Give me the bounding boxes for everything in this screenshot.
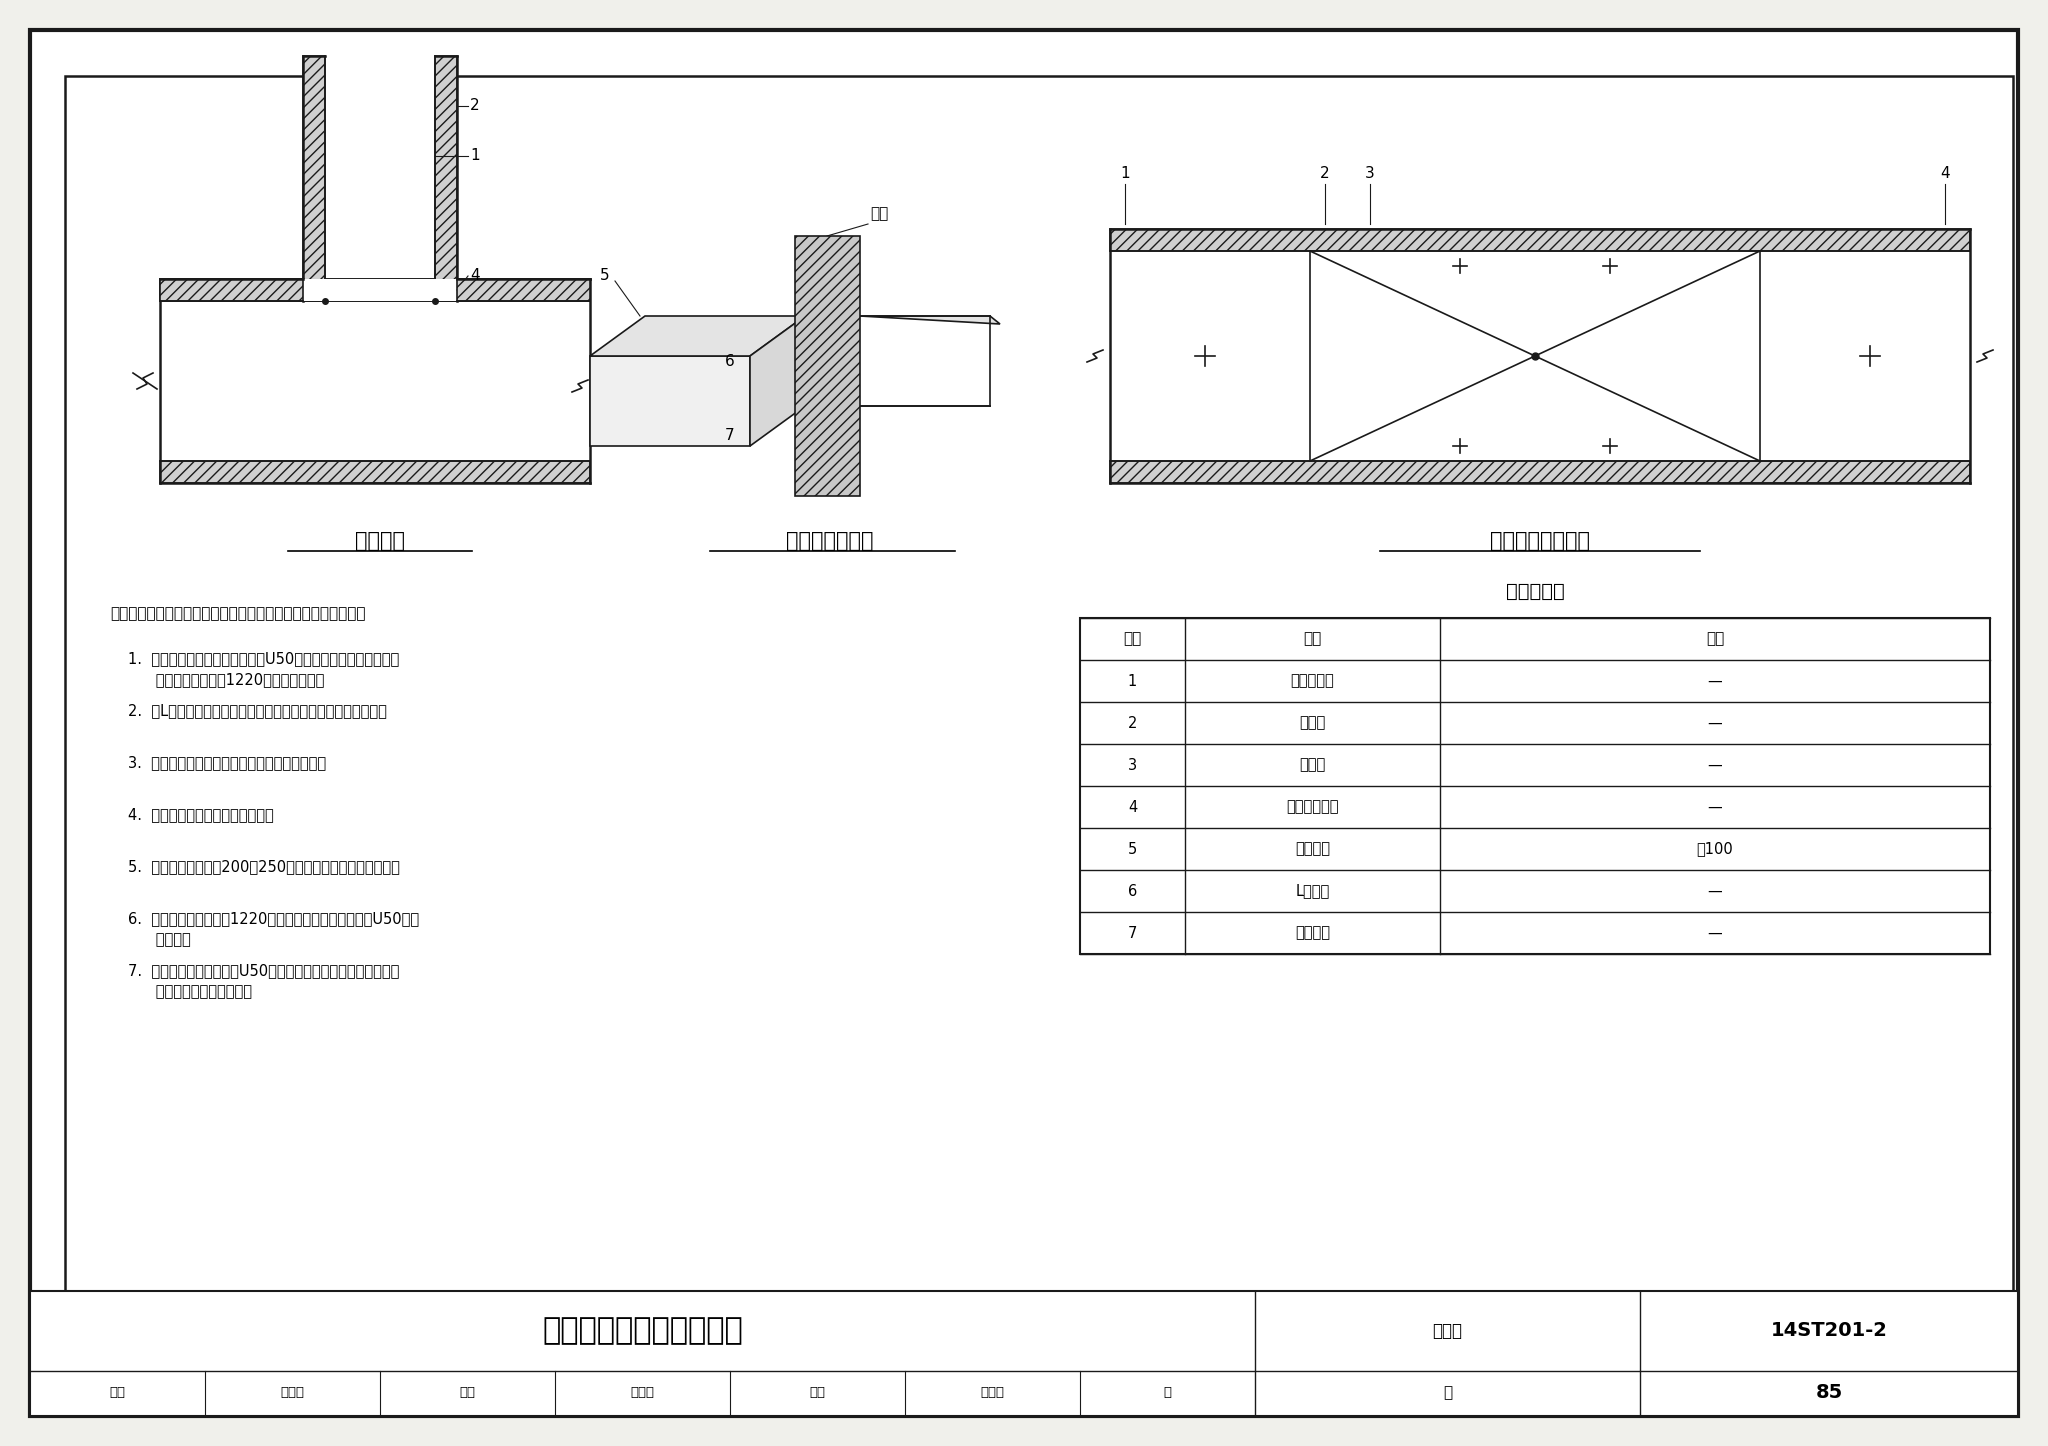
- Text: 6: 6: [725, 353, 735, 369]
- Text: 3: 3: [1128, 758, 1137, 772]
- Text: 1: 1: [1120, 166, 1130, 182]
- Text: 5: 5: [1128, 842, 1137, 856]
- Text: 图集号: 图集号: [1432, 1322, 1462, 1340]
- Text: 赵东明: 赵东明: [631, 1387, 655, 1398]
- Bar: [303, 56, 326, 301]
- Text: 风管穿越隔墙图: 风管穿越隔墙图: [786, 531, 874, 551]
- Text: 14ST201-2: 14ST201-2: [1772, 1322, 1888, 1340]
- Text: 页: 页: [1444, 1385, 1452, 1400]
- Bar: [160, 279, 590, 301]
- Bar: [1079, 617, 1991, 954]
- Bar: [31, 1291, 2017, 1416]
- Text: L型龙骨: L型龙骨: [1296, 884, 1329, 898]
- Text: 设计: 设计: [809, 1387, 825, 1398]
- Text: 7: 7: [725, 428, 735, 444]
- Text: 85: 85: [1815, 1382, 1843, 1403]
- Text: 2: 2: [1321, 166, 1329, 182]
- Text: 1: 1: [1128, 674, 1137, 688]
- Bar: [590, 356, 750, 445]
- Text: 宽100: 宽100: [1696, 842, 1733, 856]
- Bar: [160, 461, 590, 483]
- Bar: [66, 77, 2013, 1291]
- Text: 隔墙: 隔墙: [870, 205, 889, 221]
- Bar: [326, 56, 434, 301]
- Text: 校对: 校对: [459, 1387, 475, 1398]
- Text: 1.  根据铁皮风管截面尺寸，截切U50型龙骨用抽芯铆钉组合到铁
      皮风管外侧，并按1220间距依次安装。: 1. 根据铁皮风管截面尺寸，截切U50型龙骨用抽芯铆钉组合到铁 皮风管外侧，并按…: [127, 651, 399, 687]
- Text: 7: 7: [1128, 925, 1137, 940]
- Text: 5.  用自攻螺钉（间距200～250）固定防火板于轻钢龙骨架。: 5. 用自攻螺钉（间距200～250）固定防火板于轻钢龙骨架。: [127, 859, 399, 873]
- Bar: [1110, 461, 1970, 483]
- Text: 2: 2: [469, 98, 479, 113]
- Text: 4: 4: [1939, 166, 1950, 182]
- Text: 注：纤维增强硅酸盐板（以下简称防火板）包覆的操作方法为：: 注：纤维增强硅酸盐板（以下简称防火板）包覆的操作方法为：: [111, 606, 365, 620]
- Text: —: —: [1708, 758, 1722, 772]
- Text: 6.  当风管长边尺寸大于1220时，应在轻钢龙骨架上增加U50型龙
      骨支撑。: 6. 当风管长边尺寸大于1220时，应在轻钢龙骨架上增加U50型龙 骨支撑。: [127, 911, 420, 947]
- Polygon shape: [750, 317, 805, 445]
- Text: 5: 5: [600, 269, 610, 283]
- Text: 审核: 审核: [109, 1387, 125, 1398]
- Text: 3.  铺保温材料于铁皮风管和轻钢龙骨骨架之间。: 3. 铺保温材料于铁皮风管和轻钢龙骨骨架之间。: [127, 755, 326, 771]
- Text: 编号: 编号: [1124, 632, 1141, 646]
- Text: 3: 3: [1366, 166, 1374, 182]
- Text: 7.  为了避免风管顶部横向U50轻钢龙骨于铁皮风管直接接触形成
      冷桥，采用防火板隔断。: 7. 为了避免风管顶部横向U50轻钢龙骨于铁皮风管直接接触形成 冷桥，采用防火板…: [127, 963, 399, 999]
- Text: 4: 4: [1128, 800, 1137, 814]
- Text: 6: 6: [1128, 884, 1137, 898]
- Text: 名称对照表: 名称对照表: [1505, 581, 1565, 600]
- Text: 防火板条: 防火板条: [1294, 842, 1329, 856]
- Text: 4.  根据轻钢龙骨骨架切割防火板。: 4. 根据轻钢龙骨骨架切割防火板。: [127, 807, 274, 821]
- Polygon shape: [590, 317, 805, 356]
- Text: 风管特殊部位防火板包覆: 风管特殊部位防火板包覆: [543, 1316, 743, 1345]
- Text: 4: 4: [469, 269, 479, 283]
- Text: 三通连接: 三通连接: [354, 531, 406, 551]
- Text: —: —: [1708, 716, 1722, 730]
- Bar: [160, 279, 303, 301]
- Text: 风管与防火阀连接: 风管与防火阀连接: [1491, 531, 1589, 551]
- Text: 镀锌铁皮风管: 镀锌铁皮风管: [1286, 800, 1339, 814]
- Text: 防火岩棉: 防火岩棉: [1294, 925, 1329, 940]
- Text: 防火板: 防火板: [1298, 716, 1325, 730]
- Bar: [160, 301, 590, 461]
- Polygon shape: [860, 317, 999, 324]
- Text: 1: 1: [469, 149, 479, 163]
- Bar: [457, 279, 590, 301]
- Text: —: —: [1708, 674, 1722, 688]
- Text: 规格: 规格: [1706, 632, 1724, 646]
- Bar: [795, 236, 860, 496]
- Text: 2.  用L型轻钢龙骨连接轻钢龙骨四个转角，形成轻钢龙骨骨架。: 2. 用L型轻钢龙骨连接轻钢龙骨四个转角，形成轻钢龙骨骨架。: [127, 703, 387, 719]
- Text: 2: 2: [1128, 716, 1137, 730]
- Bar: [434, 56, 457, 301]
- Text: —: —: [1708, 925, 1722, 940]
- Bar: [1110, 228, 1970, 252]
- Text: 名称: 名称: [1303, 632, 1321, 646]
- Text: 页: 页: [1163, 1387, 1171, 1398]
- Bar: [1110, 252, 1970, 461]
- Text: —: —: [1708, 800, 1722, 814]
- Text: —: —: [1708, 884, 1722, 898]
- Text: 轻钢龙骨圈: 轻钢龙骨圈: [1290, 674, 1335, 688]
- Text: 刘建魁: 刘建魁: [981, 1387, 1004, 1398]
- Text: 防火阀: 防火阀: [1298, 758, 1325, 772]
- Text: 赵国栋: 赵国栋: [281, 1387, 305, 1398]
- Bar: [303, 279, 457, 301]
